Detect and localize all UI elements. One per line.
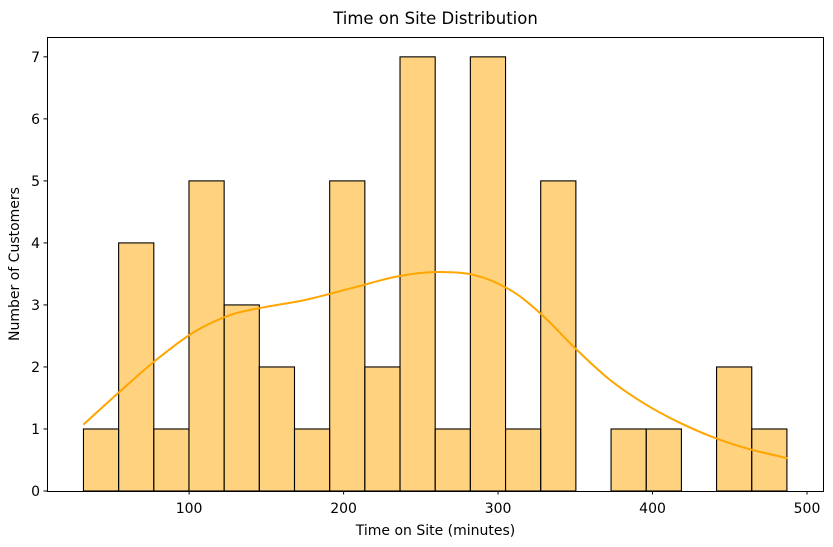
y-tick-label: 3	[31, 298, 40, 314]
x-tick-label: 300	[485, 501, 512, 517]
histogram-bar	[223, 304, 260, 492]
histogram-bar	[645, 428, 682, 492]
x-tick-label: 100	[176, 501, 203, 517]
histogram-bar	[153, 428, 190, 492]
y-axis-label: Number of Customers	[7, 187, 23, 341]
y-tick-label: 2	[31, 360, 40, 376]
histogram-bar	[469, 56, 507, 492]
histogram-bar	[82, 428, 120, 492]
plot-area: 100 200 300 400 500 0 1 2 3 4 5 6 7	[31, 37, 824, 517]
kde-curve	[83, 271, 788, 460]
histogram-bar	[716, 366, 753, 492]
histogram-bars	[82, 56, 788, 492]
x-tick-label: 200	[330, 501, 357, 517]
histogram-bar	[258, 366, 296, 492]
y-tick-label: 4	[31, 236, 40, 252]
x-tick-label: 400	[639, 501, 666, 517]
histogram-bar	[434, 428, 471, 492]
y-tick-label: 6	[31, 112, 40, 128]
y-tick-label: 7	[31, 50, 40, 66]
histogram-bar	[540, 180, 577, 492]
histogram-bar	[188, 180, 225, 492]
histogram-bar	[293, 428, 331, 492]
y-tick-label: 5	[31, 174, 40, 190]
histogram-bar	[504, 428, 542, 492]
y-tick-label: 0	[31, 484, 40, 500]
histogram-bar	[610, 428, 647, 492]
histogram-bar	[751, 428, 788, 492]
axes-spines	[47, 37, 824, 492]
x-tick-label: 500	[794, 501, 821, 517]
histogram-bar	[329, 180, 366, 492]
y-axis-ticks: 0 1 2 3 4 5 6 7	[31, 50, 47, 500]
histogram-bar	[364, 366, 401, 492]
x-axis-ticks: 100 200 300 400 500	[176, 491, 821, 517]
y-tick-label: 1	[31, 422, 40, 438]
x-axis-label: Time on Site (minutes)	[355, 523, 516, 539]
chart-title: Time on Site Distribution	[332, 9, 538, 28]
